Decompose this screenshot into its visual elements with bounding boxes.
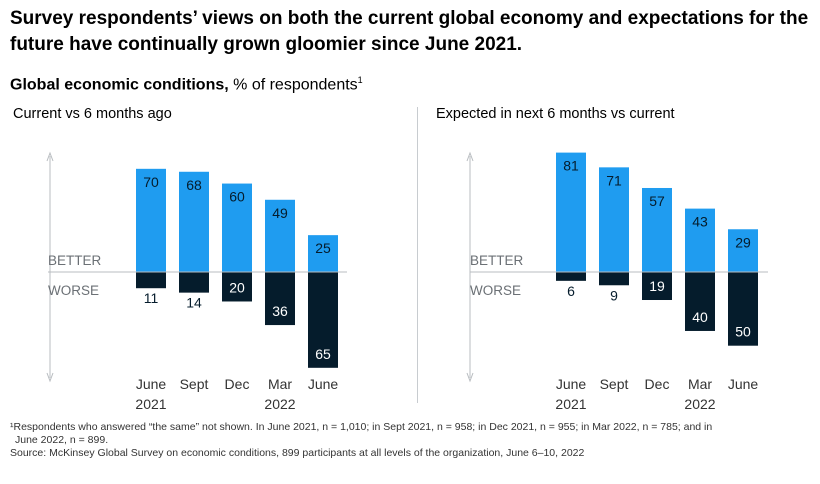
footnote-marker: 1 bbox=[357, 75, 363, 85]
expected-better-bar bbox=[685, 208, 715, 272]
current-worse-bar bbox=[222, 272, 252, 302]
panel-title-expected: Expected in next 6 months vs current bbox=[436, 106, 675, 122]
expected-category-label: Mar bbox=[688, 376, 712, 392]
footnote-source: Source: McKinsey Global Survey on econom… bbox=[10, 447, 585, 459]
current-better-value-label: 60 bbox=[229, 189, 245, 205]
expected-better-value-label: 43 bbox=[692, 214, 708, 230]
expected-worse-value-label: 40 bbox=[692, 309, 708, 325]
current-axis-down-arrow-icon bbox=[46, 372, 54, 383]
current-worse-label: WORSE bbox=[48, 283, 99, 298]
current-worse-value-label: 65 bbox=[315, 346, 331, 362]
expected-better-bar bbox=[556, 152, 586, 272]
subtitle-metric: Global economic conditions, bbox=[10, 76, 229, 94]
current-better-bar bbox=[136, 168, 166, 272]
current-category-label: June bbox=[136, 376, 167, 392]
expected-worse-value-label: 9 bbox=[610, 287, 618, 303]
current-worse-value-label: 20 bbox=[229, 279, 245, 295]
expected-worse-bar bbox=[642, 272, 672, 301]
headline: Survey respondents’ views on both the cu… bbox=[10, 8, 809, 55]
current-better-value-label: 68 bbox=[186, 177, 202, 193]
chart-canvas: BETTER WORSE 70 11 June 2021 68 14 Sept 60 20 Dec 49… bbox=[46, 151, 768, 412]
current-category-label: Dec bbox=[225, 376, 250, 392]
expected-category-year-label: 2021 bbox=[555, 396, 586, 412]
current-category-year-label: 2021 bbox=[135, 396, 166, 412]
expected-worse-bar bbox=[556, 272, 586, 281]
panel-divider bbox=[417, 107, 418, 403]
expected-better-bar bbox=[599, 167, 629, 272]
current-better-bar bbox=[308, 235, 338, 272]
expected-category-label: Dec bbox=[645, 376, 670, 392]
current-worse-value-label: 36 bbox=[272, 303, 288, 319]
chart-subtitle: Global economic conditions, % of respond… bbox=[10, 75, 363, 94]
panel-title-current: Current vs 6 months ago bbox=[13, 106, 172, 122]
footnotes: ¹Respondents who answered “the same” not… bbox=[10, 421, 810, 460]
current-axis-up-arrow-icon bbox=[46, 151, 54, 162]
expected-better-bar bbox=[728, 229, 758, 272]
subtitle-unit: % of respondents bbox=[233, 76, 358, 94]
expected-axis-up-arrow-icon bbox=[466, 151, 474, 162]
expected-better-value-label: 57 bbox=[649, 193, 665, 209]
current-better-value-label: 49 bbox=[272, 205, 288, 221]
expected-worse-value-label: 19 bbox=[649, 278, 665, 294]
current-category-label: Mar bbox=[268, 376, 292, 392]
expected-worse-value-label: 50 bbox=[735, 324, 751, 340]
footnote-respondents: ¹Respondents who answered “the same” not… bbox=[10, 421, 713, 433]
current-worse-bar bbox=[179, 272, 209, 293]
expected-better-bar bbox=[642, 187, 672, 272]
expected-worse-bar bbox=[728, 272, 758, 346]
current-worse-bar bbox=[308, 272, 338, 368]
current-better-value-label: 25 bbox=[315, 240, 331, 256]
current-category-label: June bbox=[308, 376, 339, 392]
expected-worse-bar bbox=[599, 272, 629, 286]
expected-category-label: Sept bbox=[600, 376, 629, 392]
current-better-label: BETTER bbox=[48, 253, 102, 268]
expected-category-year-label: 2022 bbox=[684, 396, 715, 412]
expected-worse-value-label: 6 bbox=[567, 283, 575, 299]
current-better-bar bbox=[179, 171, 209, 272]
expected-better-value-label: 81 bbox=[563, 158, 579, 174]
expected-category-label: June bbox=[728, 376, 759, 392]
current-worse-value-label: 11 bbox=[144, 290, 159, 306]
current-worse-bar bbox=[265, 272, 295, 326]
expected-better-label: BETTER bbox=[470, 253, 524, 268]
current-category-year-label: 2022 bbox=[264, 396, 295, 412]
expected-better-value-label: 71 bbox=[606, 172, 622, 188]
current-better-bar bbox=[222, 183, 252, 272]
expected-better-value-label: 29 bbox=[735, 234, 751, 250]
expected-category-label: June bbox=[556, 376, 587, 392]
current-worse-bar bbox=[136, 272, 166, 289]
current-better-value-label: 70 bbox=[143, 174, 159, 190]
expected-axis-down-arrow-icon bbox=[466, 372, 474, 383]
expected-worse-bar bbox=[685, 272, 715, 331]
current-worse-value-label: 14 bbox=[186, 295, 202, 311]
current-better-bar bbox=[265, 199, 295, 272]
current-category-label: Sept bbox=[180, 376, 209, 392]
footnote-respondents-cont: June 2022, n = 899. bbox=[15, 434, 109, 446]
expected-worse-label: WORSE bbox=[470, 283, 521, 298]
